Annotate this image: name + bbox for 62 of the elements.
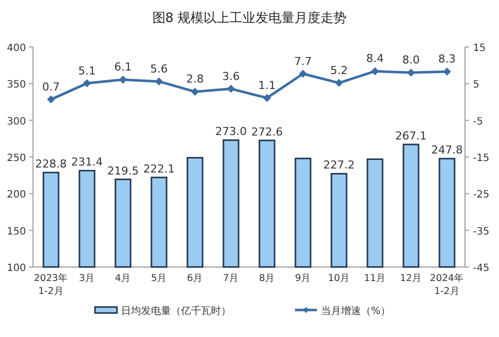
y-tick-label: 350 <box>6 80 26 91</box>
x-tick-label: 4月 <box>114 273 132 284</box>
data-label: 8.3 <box>438 52 456 66</box>
y2-tick-label: 5 <box>473 80 480 91</box>
data-label: 5.1 <box>78 64 96 78</box>
y2-tick-label: -5 <box>473 116 483 128</box>
data-label: 8.0 <box>402 54 420 67</box>
point <box>191 88 199 96</box>
chart-title: 图8 规模以上工业发电量月度走势 <box>152 10 347 26</box>
data-label: 7.7 <box>294 54 312 68</box>
y2-tick-label: 15 <box>473 43 486 54</box>
y2-tick-label: -35 <box>473 226 490 238</box>
data-label: 5.2 <box>330 64 348 77</box>
x-tick-label: 9月 <box>294 273 312 284</box>
point <box>407 68 415 77</box>
point <box>227 84 235 93</box>
point <box>371 67 379 76</box>
y-tick-label: 200 <box>6 190 26 201</box>
legend-label: 日均发电量（亿千瓦时） <box>121 305 231 317</box>
y-tick-label: 400 <box>6 43 26 54</box>
x-tick-label: 8月 <box>258 273 276 284</box>
x-tick-label: 10月 <box>328 273 350 284</box>
point <box>155 77 163 86</box>
data-label: 228.8 <box>35 158 67 171</box>
data-label: 219.5 <box>107 164 139 178</box>
x-tick-label: 12月 <box>400 273 422 284</box>
y2-tick-label: -15 <box>473 153 490 164</box>
data-label: 1.1 <box>258 78 276 92</box>
y2-tick-label: -45 <box>473 263 490 274</box>
y2-tick-label: -25 <box>473 190 490 201</box>
data-label: 0.7 <box>42 80 60 94</box>
data-label: 273.0 <box>215 125 247 138</box>
data-label: 227.2 <box>323 158 355 172</box>
x-tick-label: 2024年 1-2月 <box>430 272 464 297</box>
data-label: 6.1 <box>114 60 132 74</box>
data-label: 267.1 <box>395 129 427 142</box>
x-tick-label: 7月 <box>222 273 240 284</box>
legend-label: 当月增速（%） <box>321 305 391 317</box>
data-label: 231.4 <box>71 156 103 169</box>
point <box>119 76 127 84</box>
data-label: 222.1 <box>143 162 175 176</box>
data-label: 8.4 <box>366 52 384 66</box>
x-tick-label: 3月 <box>78 273 96 284</box>
x-tick-label: 6月 <box>186 273 204 284</box>
y-tick-label: 150 <box>6 226 26 238</box>
y-tick-label: 250 <box>6 153 26 164</box>
x-tick-label: 2023年 1-2月 <box>34 272 68 297</box>
data-label: 272.6 <box>251 125 283 138</box>
data-label: 5.6 <box>150 62 168 76</box>
y-tick-label: 100 <box>6 263 26 274</box>
x-tick-label: 5月 <box>150 273 168 284</box>
point <box>335 78 343 87</box>
point <box>443 68 451 76</box>
x-tick-label: 11月 <box>364 273 386 284</box>
data-label: 2.8 <box>186 72 204 86</box>
data-label: 247.8 <box>431 144 463 157</box>
y-tick-label: 300 <box>6 116 26 128</box>
point <box>83 79 91 88</box>
point <box>299 70 307 78</box>
point <box>263 94 271 102</box>
data-label: 3.6 <box>222 70 240 83</box>
point <box>47 95 55 104</box>
